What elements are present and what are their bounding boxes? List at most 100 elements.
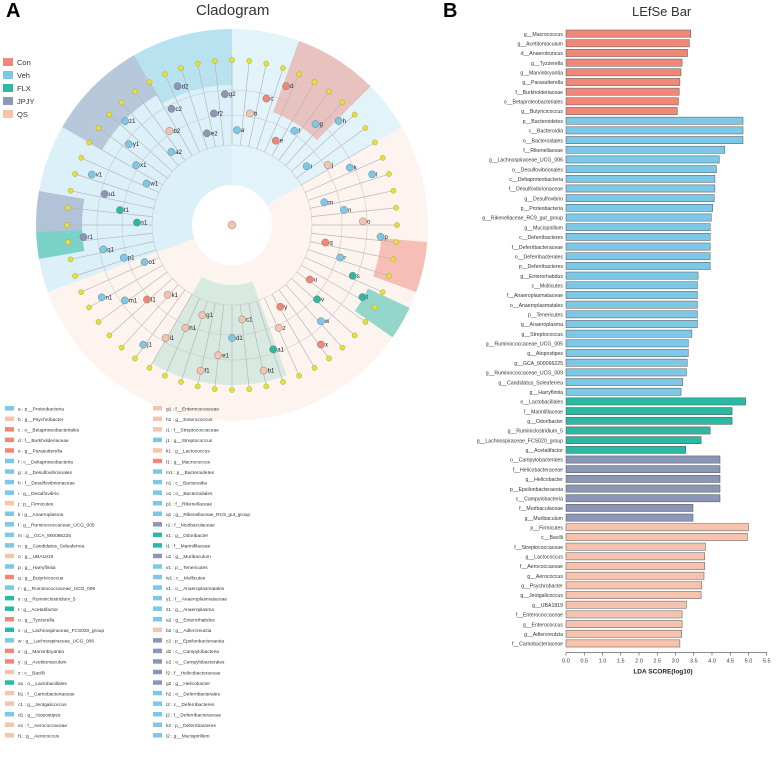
key-entry: d : f__Burkholderiaceae <box>18 438 69 444</box>
clade-node-label: a <box>241 128 245 134</box>
bar-c__Bacilli <box>565 533 748 541</box>
bar-label: g__Ruminiclostridium_5 <box>508 429 563 435</box>
bar-g__Ruminiclostridium_5 <box>565 426 711 435</box>
key-entry: f : c__Deltaproteobacteria <box>18 459 73 465</box>
tree-leaf-node <box>326 355 332 362</box>
clade-node-label: y <box>284 305 287 311</box>
clade-node-q <box>321 238 330 247</box>
clade-node-m1 <box>121 296 129 305</box>
bar-label: g__Muribaculum <box>525 516 563 522</box>
clade-node-label: a2 <box>175 150 182 156</box>
key-entry: z1 : g__Anaeroplasma <box>166 607 214 613</box>
x-tick-label: 3.5 <box>690 659 698 665</box>
tree-branch <box>301 142 376 186</box>
bar-label: f__Muribaculaceae <box>519 506 563 512</box>
key-entry: o1 : o__Bacteroidales <box>166 491 213 497</box>
key-swatch <box>5 532 14 538</box>
clade-node-label: r1 <box>87 235 93 241</box>
tree-branch <box>307 173 390 201</box>
key-swatch <box>5 711 14 717</box>
bar-g__Lachnospiraceae_UCG_006 <box>565 155 720 164</box>
clade-node-d2 <box>173 82 182 91</box>
key-entry: j : p__Firmicutes <box>17 501 54 507</box>
key-entry: k2 : p__Deferribacteres <box>166 723 216 729</box>
key-swatch <box>5 574 14 580</box>
clade-node-h1 <box>181 324 190 332</box>
key-entry: p1 : f__Rikenellaceae <box>166 501 212 507</box>
clade-node-z <box>274 324 283 332</box>
x-tick-label: 4.5 <box>726 659 734 665</box>
bar-label: f__Marinifilaceae <box>524 409 563 415</box>
tree-branch <box>285 102 343 166</box>
clade-node-l1 <box>143 295 151 304</box>
bar-o__Betaproteobacteriales <box>565 97 679 106</box>
tree-level-arc <box>151 144 313 306</box>
bar-label: c__Mollicutes <box>532 283 564 289</box>
clade-node-label: d1 <box>236 336 243 342</box>
bar-g__Streptococcus <box>565 329 693 338</box>
phylogenetic-tree: a b c d e f g h i j k l m n o p q r s t u v w x y z a1 b1 c1 d1 e1 f1 g1… <box>64 57 400 393</box>
clade-node-label: k <box>354 166 358 172</box>
bar-f__Marinifilaceae <box>565 407 733 415</box>
clade-node-a1 <box>269 345 278 354</box>
bar-label: g__Harryflintia <box>530 390 564 396</box>
tree-branch <box>248 63 267 147</box>
tree-leaf-node <box>162 372 168 379</box>
x-tick-label: 4.0 <box>708 659 716 665</box>
tree-leaf-node <box>86 139 92 146</box>
key-swatch <box>5 553 14 559</box>
bar-label: o__Desulfovibrionales <box>512 167 563 173</box>
tree-leaf-node <box>393 239 399 246</box>
clade-node-x <box>317 340 325 349</box>
key-entry: a2 : g__Enterorhabdus <box>166 618 215 624</box>
key-swatch <box>5 522 14 527</box>
tree-leaf-node <box>146 365 153 371</box>
key-entry: s1 : g__Odoribacter <box>166 533 209 539</box>
lachnospiraceae-con-sector <box>372 238 428 293</box>
key-swatch <box>5 733 14 738</box>
key-swatch <box>5 648 14 654</box>
key-swatch <box>153 701 162 706</box>
clade-node-label: l <box>376 172 377 178</box>
bar-label: g__Anaeroplasma <box>521 322 563 328</box>
bar-g__Muribaculum <box>565 513 694 522</box>
bar-label: o__Bacteroidales <box>523 138 563 144</box>
key-entry: w : g__Lachnospiraceae_UCG_006 <box>18 639 94 645</box>
clade-node-label: k1 <box>172 293 179 299</box>
key-entry: v1 : p__Tenericutes <box>166 565 208 571</box>
bar-label: g__Candidatus_Soleaferrea <box>498 380 563 386</box>
clade-node-label: c1 <box>246 317 253 323</box>
bar-label: g__Butyricicoccus <box>521 109 563 115</box>
key-entry: h : f__Desulfovibrionaceae <box>18 480 75 486</box>
tree-branch <box>149 81 193 156</box>
clade-node-label: y1 <box>133 142 140 148</box>
bar-f__Burkholderiaceae <box>565 87 680 96</box>
tree-leaf-node <box>386 273 392 279</box>
bar-o__Anaeroplasmatales <box>565 300 698 309</box>
key-entry: j2 : f__Deferribacteraceae <box>165 712 222 718</box>
tree-leaf-node <box>229 57 235 63</box>
tree-leaf-node <box>351 332 358 339</box>
clade-node-label: u <box>314 278 317 284</box>
key-swatch <box>153 543 162 548</box>
key-swatch <box>153 659 162 664</box>
key-swatch <box>153 617 162 622</box>
clade-node-label: p <box>385 235 389 241</box>
bar-label: g__Aerococcus <box>527 574 563 580</box>
bar-label: o__Betaproteobacteriales <box>504 100 564 106</box>
key-swatch <box>5 448 14 453</box>
key-swatch <box>5 490 14 495</box>
lachnospiraceae-flx-sector <box>354 288 410 338</box>
tree-branch <box>109 278 173 336</box>
tree-leaf-node <box>67 256 74 263</box>
clade-node-d1 <box>228 334 236 342</box>
tree-leaf-node <box>246 58 253 64</box>
key-entry: r : g__Ruminococcaceae_UCG_009 <box>18 586 95 592</box>
tree-leaf-node <box>106 111 113 118</box>
proteobacteria-sector <box>232 29 402 205</box>
bar-o__Lactobacillales <box>565 397 746 406</box>
bar-g__Ruminococcaceae_UCG_005 <box>565 339 689 348</box>
key-swatch <box>5 638 14 643</box>
bar-label: o__Anaeroplasmatales <box>510 303 563 309</box>
cladogram: a b c d e f g h i j k l m n o p q r s t u v w x y z a1 b1 c1 d1 e1 f1 g1… <box>3 29 429 740</box>
